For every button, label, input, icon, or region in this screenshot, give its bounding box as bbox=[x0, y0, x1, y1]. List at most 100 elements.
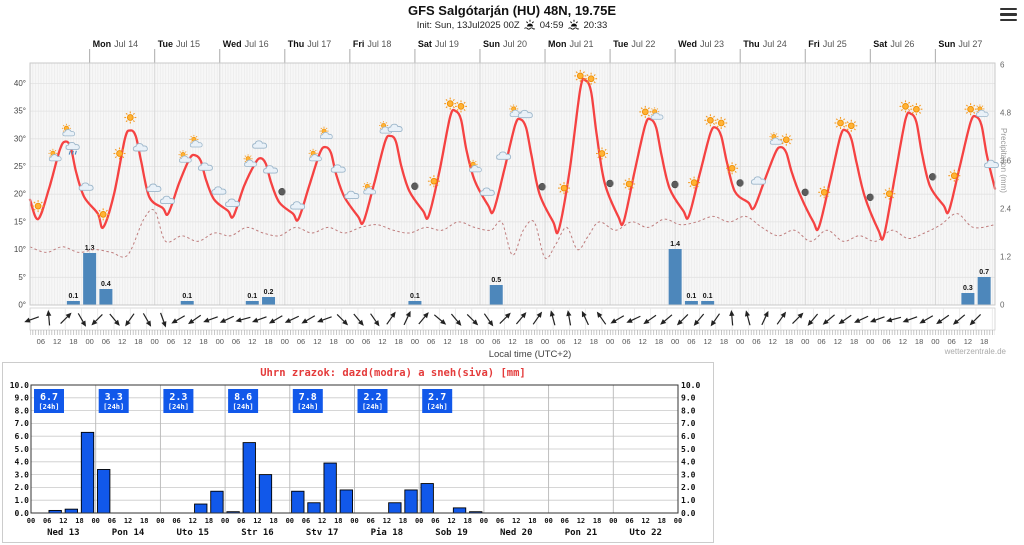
svg-text:0.4: 0.4 bbox=[101, 281, 111, 288]
svg-text:06: 06 bbox=[172, 517, 180, 525]
sun-icon bbox=[585, 72, 598, 85]
svg-text:18: 18 bbox=[850, 337, 858, 346]
weather-icons bbox=[32, 69, 999, 221]
wind-arrow bbox=[969, 313, 982, 326]
svg-text:12: 12 bbox=[253, 517, 261, 525]
svg-text:00: 00 bbox=[281, 337, 289, 346]
cloud-icon bbox=[146, 183, 162, 192]
suncloud-icon bbox=[48, 148, 62, 162]
sun-icon bbox=[715, 117, 728, 129]
svg-text:0°: 0° bbox=[18, 301, 26, 310]
cloud-icon bbox=[263, 165, 278, 174]
svg-text:00: 00 bbox=[480, 517, 488, 525]
suncloud-icon bbox=[319, 126, 333, 140]
svg-text:00: 00 bbox=[221, 517, 229, 525]
sun-icon bbox=[124, 111, 137, 124]
sun-icon bbox=[558, 182, 570, 195]
svg-text:Pia 18: Pia 18 bbox=[371, 527, 404, 538]
svg-text:0.2: 0.2 bbox=[264, 289, 274, 296]
sun-icon bbox=[32, 200, 45, 213]
wind-arrow bbox=[919, 315, 934, 324]
wind-arrow bbox=[838, 314, 852, 325]
svg-text:6.0: 6.0 bbox=[681, 432, 696, 441]
svg-text:12: 12 bbox=[573, 337, 581, 346]
svg-text:12: 12 bbox=[834, 337, 842, 346]
svg-text:25°: 25° bbox=[14, 162, 26, 171]
wind-arrow bbox=[596, 311, 607, 325]
svg-text:06: 06 bbox=[496, 517, 504, 525]
svg-text:[24h]: [24h] bbox=[103, 403, 124, 411]
moon-icon bbox=[736, 179, 745, 187]
svg-text:Uto 22: Uto 22 bbox=[629, 528, 662, 538]
precip-panel: Uhrn zrazok: dazd(modra) a sneh(siva) [m… bbox=[2, 362, 714, 543]
svg-text:7.8: 7.8 bbox=[299, 392, 317, 403]
svg-text:06: 06 bbox=[882, 337, 890, 346]
svg-text:0.3: 0.3 bbox=[963, 285, 973, 292]
wind-arrow bbox=[284, 315, 300, 323]
hamburger-menu-icon[interactable] bbox=[1000, 8, 1017, 22]
meteogram-top-chart: Mon Jul 14 Tue Jul 15 Wed Jul 16 Thu Jul 17 Fri J… bbox=[14, 39, 1012, 346]
svg-text:12: 12 bbox=[248, 337, 256, 346]
svg-text:12: 12 bbox=[577, 517, 585, 525]
svg-text:20°: 20° bbox=[14, 190, 26, 199]
day-labels: Mon Jul 14 Tue Jul 15 Wed Jul 16 Thu Jul 17 Fri J… bbox=[89, 39, 982, 63]
sun-icon bbox=[964, 103, 977, 116]
suncloud-icon bbox=[61, 123, 76, 137]
hour-ticks bbox=[30, 330, 995, 335]
svg-text:06: 06 bbox=[366, 517, 374, 525]
suncloud-icon bbox=[243, 154, 257, 167]
svg-text:8.0: 8.0 bbox=[681, 406, 696, 415]
svg-text:3.0: 3.0 bbox=[15, 470, 30, 479]
svg-text:3.3: 3.3 bbox=[105, 392, 123, 403]
wind-arrow bbox=[91, 313, 103, 326]
wind-arrow bbox=[353, 313, 364, 326]
sunset-icon bbox=[567, 19, 579, 30]
wind-arrow bbox=[581, 310, 589, 326]
sunrise-icon bbox=[523, 19, 535, 30]
svg-text:35°: 35° bbox=[14, 107, 26, 116]
cloud-icon bbox=[517, 109, 533, 119]
suncloud-icon bbox=[509, 104, 523, 117]
wind-arrow bbox=[24, 316, 40, 323]
svg-text:0: 0 bbox=[1000, 301, 1005, 310]
temp-axis-labels: 40° 35° 30° 25° 20° 15° 10° 5° 0° bbox=[14, 79, 26, 310]
svg-text:12: 12 bbox=[508, 337, 516, 346]
suncloud-icon bbox=[650, 107, 664, 120]
svg-text:1.4: 1.4 bbox=[670, 241, 680, 248]
sun-icon bbox=[574, 69, 587, 82]
svg-text:5.0: 5.0 bbox=[681, 445, 696, 454]
sun-icon bbox=[726, 162, 739, 175]
svg-text:6: 6 bbox=[1000, 61, 1005, 70]
cloud-icon bbox=[225, 198, 240, 207]
svg-text:9.0: 9.0 bbox=[15, 394, 30, 403]
wind-arrow bbox=[532, 311, 543, 325]
svg-text:[24h]: [24h] bbox=[233, 403, 254, 411]
wind-arrow bbox=[125, 313, 135, 327]
sun-icon bbox=[704, 114, 717, 127]
svg-text:1.2: 1.2 bbox=[1000, 253, 1012, 262]
svg-text:18: 18 bbox=[460, 337, 468, 346]
wind-arrow bbox=[952, 314, 966, 325]
svg-text:06: 06 bbox=[687, 337, 695, 346]
sun-icon bbox=[427, 175, 440, 188]
cloud-icon bbox=[750, 176, 766, 185]
svg-text:Stv 17: Stv 17 bbox=[306, 528, 339, 538]
svg-text:06: 06 bbox=[302, 517, 310, 525]
svg-text:10.0: 10.0 bbox=[10, 381, 29, 390]
svg-text:12: 12 bbox=[313, 337, 321, 346]
svg-text:12: 12 bbox=[899, 337, 907, 346]
cloud-icon bbox=[132, 143, 148, 152]
bottom-chart-title: Uhrn zrazok: dazd(modra) a sneh(siva) [m… bbox=[260, 367, 526, 379]
svg-text:4.0: 4.0 bbox=[15, 458, 30, 467]
svg-text:00: 00 bbox=[541, 337, 549, 346]
svg-text:18: 18 bbox=[590, 337, 598, 346]
svg-text:0.1: 0.1 bbox=[182, 293, 192, 300]
svg-text:Str 16: Str 16 bbox=[241, 528, 274, 538]
svg-text:00: 00 bbox=[476, 337, 484, 346]
wind-arrow bbox=[886, 316, 902, 323]
sun-icon bbox=[113, 147, 126, 160]
cloud-icon bbox=[330, 164, 346, 173]
